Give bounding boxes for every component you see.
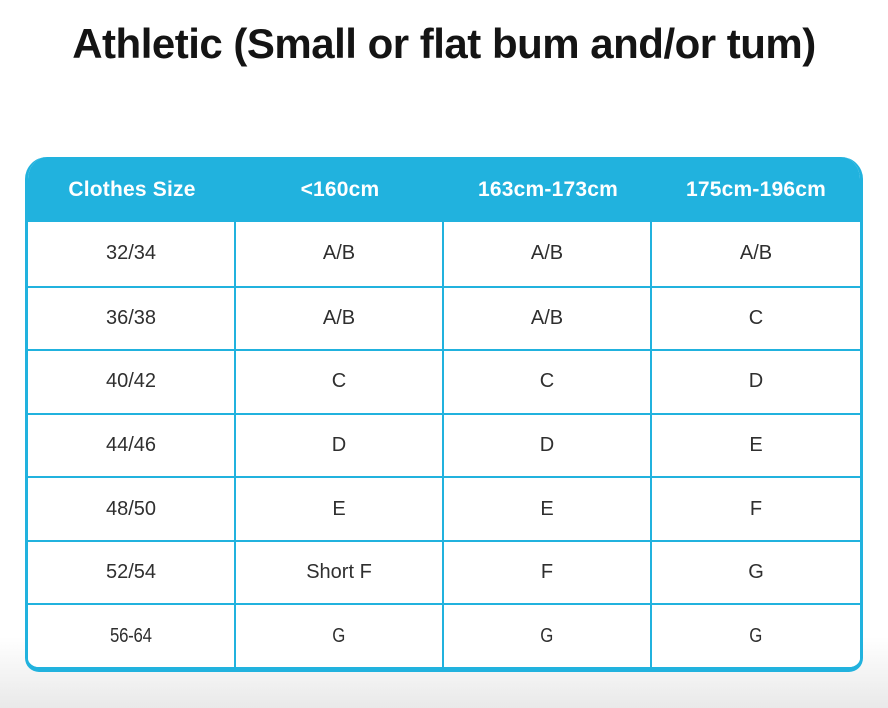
size-table: Clothes Size <160cm 163cm-173cm 175cm-196cm… (25, 157, 863, 672)
column-header-3: 175cm-196cm (686, 177, 826, 201)
row-size-cell: 40/42 (28, 349, 236, 413)
table-row: 48/50 E E F (28, 476, 860, 540)
cell-text: 40/42 (105, 370, 157, 393)
row-size-cell: 36/38 (28, 285, 236, 350)
value-cell: C (236, 349, 444, 413)
row-size-cell: 56-64 (28, 603, 236, 667)
table-row: 56-64 G G G (28, 603, 860, 667)
cell-text: G (540, 624, 554, 647)
cell-text: A/B (739, 242, 773, 265)
row-size-cell: 44/46 (28, 412, 236, 477)
cell-text: A/B (322, 242, 356, 265)
value-cell: D (236, 412, 444, 477)
cell-text: E (332, 497, 346, 520)
value-cell: A/B (444, 285, 652, 350)
value-cell: G (236, 603, 444, 667)
value-cell: Short F (236, 539, 444, 604)
table-header-row: Clothes Size <160cm 163cm-173cm 175cm-196cm (28, 157, 860, 222)
table-row: 36/38 A/B A/B C (28, 285, 860, 350)
value-cell: G (444, 603, 652, 667)
row-size-cell: 48/50 (28, 476, 236, 540)
value-cell: E (236, 476, 444, 540)
column-header-0: Clothes Size (68, 177, 196, 201)
cell-text: A/B (322, 306, 356, 329)
cell-text: A/B (530, 306, 564, 329)
row-size-cell: 52/54 (28, 539, 236, 604)
cell-text: 36/38 (105, 306, 157, 329)
value-cell: D (652, 349, 860, 413)
cell-text: F (749, 497, 763, 520)
value-cell: E (652, 412, 860, 477)
cell-text: G (749, 624, 763, 647)
cell-text: 52/54 (105, 561, 157, 584)
table-row: 32/34 A/B A/B A/B (28, 222, 860, 286)
table-body: 32/34 A/B A/B A/B 36/38 A/B A/B C 40/42 C C D 44/46 D… (28, 222, 860, 667)
table-row: 52/54 Short F F G (28, 539, 860, 604)
cell-text: F (540, 561, 554, 584)
cell-text: C (748, 306, 764, 329)
cell-text: 48/50 (105, 497, 157, 520)
value-cell: A/B (236, 285, 444, 350)
cell-text: G (332, 624, 346, 647)
cell-text: D (331, 433, 347, 456)
value-cell: G (652, 603, 860, 667)
value-cell: F (444, 539, 652, 604)
cell-text: G (748, 561, 764, 584)
value-cell: C (652, 285, 860, 350)
table-row: 44/46 D D E (28, 412, 860, 477)
cell-text: C (539, 370, 555, 393)
cell-text: E (749, 433, 763, 456)
value-cell: D (444, 412, 652, 477)
value-cell: A/B (444, 222, 652, 286)
row-size-cell: 32/34 (28, 222, 236, 286)
cell-text: A/B (530, 242, 564, 265)
cell-text: D (748, 370, 764, 393)
cell-text: Short F (306, 561, 372, 584)
page-title: Athletic (Small or flat bum and/or tum) (72, 20, 816, 67)
cell-text: D (539, 433, 555, 456)
value-cell: E (444, 476, 652, 540)
cell-text: 56-64 (110, 624, 152, 647)
column-header-2: 163cm-173cm (478, 177, 618, 201)
value-cell: C (444, 349, 652, 413)
value-cell: A/B (652, 222, 860, 286)
column-header-1: <160cm (300, 177, 380, 201)
value-cell: F (652, 476, 860, 540)
cell-text: C (331, 370, 347, 393)
value-cell: A/B (236, 222, 444, 286)
cell-text: E (540, 497, 554, 520)
value-cell: G (652, 539, 860, 604)
table-row: 40/42 C C D (28, 349, 860, 413)
cell-text: 44/46 (105, 433, 157, 456)
cell-text: 32/34 (105, 242, 157, 265)
